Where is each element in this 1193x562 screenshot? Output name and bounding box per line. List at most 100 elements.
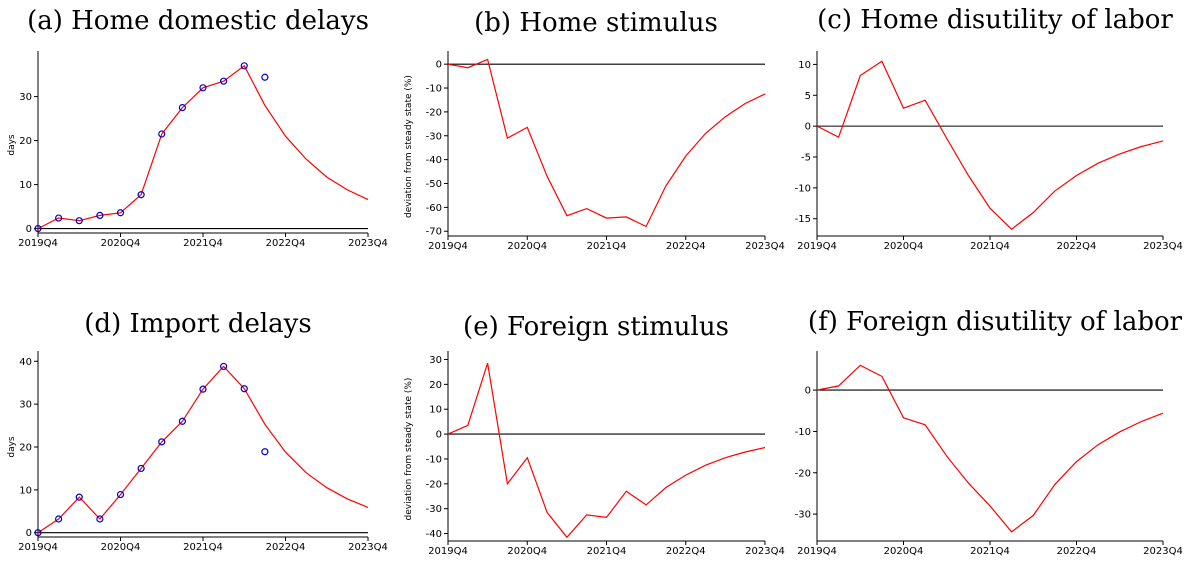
x-tick-label: 2022Q4: [666, 241, 706, 252]
data-point: [199, 84, 207, 92]
x-tick-label: 2022Q4: [1057, 241, 1097, 252]
y-axis-label: days: [7, 436, 17, 458]
y-tick-label: 10: [19, 485, 32, 496]
data-point: [240, 385, 248, 393]
panel-title: (f) Foreign disutility of labor: [808, 307, 1183, 337]
x-tick-label: 2019Q4: [18, 542, 58, 553]
panel-title: (e) Foreign stimulus: [463, 312, 729, 342]
data-point: [34, 529, 42, 537]
model-line: [447, 58, 766, 228]
x-tick-label: 2019Q4: [428, 241, 468, 252]
data-point: [55, 515, 63, 523]
model-line: [37, 64, 369, 230]
y-tick-label: 10: [798, 60, 811, 71]
x-tick-label: 2023Q4: [1143, 546, 1183, 557]
data-point: [220, 362, 228, 371]
x-tick-label: 2020Q4: [101, 238, 141, 249]
x-tick-label: 2019Q4: [18, 238, 58, 249]
data-point: [75, 217, 83, 225]
y-tick-label: -30: [426, 504, 442, 515]
data-point: [34, 225, 42, 233]
y-tick-label: -30: [795, 510, 811, 521]
data-point: [116, 209, 125, 217]
x-tick-label: 2019Q4: [797, 546, 837, 557]
y-tick-label: 30: [19, 92, 32, 103]
y-tick-label: 20: [429, 380, 442, 391]
panel-c: (c) Home disutility of labor 10 5 0 -5 -10 -15…: [795, 5, 1183, 252]
y-axis-label: days: [7, 134, 17, 156]
x-tick-label: 2022Q4: [266, 238, 306, 249]
data-point: [199, 385, 207, 393]
panel-title: (a) Home domestic delays: [27, 6, 369, 36]
y-tick-label: 0: [26, 528, 32, 539]
y-tick-label: -5: [801, 152, 811, 163]
x-tick-label: 2019Q4: [428, 546, 468, 557]
panel-e: (e) Foreign stimulus 30 20 10 0 -10 -20 -30 -40 2…: [404, 312, 785, 557]
y-tick-label: -30: [426, 131, 442, 142]
y-tick-label: -40: [426, 529, 442, 540]
data-point: [178, 103, 186, 112]
y-tick-label: -20: [426, 107, 442, 118]
y-tick-label: -10: [795, 427, 811, 438]
x-tick-label: 2020Q4: [101, 542, 141, 553]
y-tick-label: 20: [19, 136, 32, 147]
y-tick-label: 0: [805, 122, 811, 133]
y-axis-label: deviation from steady state (%): [404, 378, 414, 521]
model-line: [816, 60, 1164, 230]
x-tick-label: 2023Q4: [745, 241, 785, 252]
x-tick-label: 2021Q4: [183, 238, 223, 249]
y-tick-label: -50: [426, 179, 442, 190]
x-tick-label: 2019Q4: [797, 241, 837, 252]
x-tick-label: 2021Q4: [970, 241, 1010, 252]
data-point: [158, 438, 166, 446]
panel-title: (b) Home stimulus: [474, 8, 718, 38]
data-point: [75, 493, 83, 501]
y-tick-label: -15: [795, 214, 811, 225]
data-point: [116, 490, 125, 499]
x-tick-label: 2021Q4: [587, 241, 627, 252]
x-tick-label: 2023Q4: [1143, 241, 1183, 252]
y-tick-label: -20: [795, 468, 811, 479]
panel-title: (d) Import delays: [84, 309, 311, 339]
x-tick-label: 2021Q4: [970, 546, 1010, 557]
data-point: [96, 515, 104, 523]
y-tick-label: 10: [429, 405, 442, 416]
model-line: [816, 364, 1164, 533]
x-tick-label: 2020Q4: [507, 546, 547, 557]
x-tick-label: 2022Q4: [1057, 546, 1097, 557]
y-tick-label: -10: [426, 84, 442, 95]
panel-a: (a) Home domestic delays 0 10 20 30 2019Q4 202…: [7, 6, 388, 249]
data-point: [261, 448, 269, 456]
y-tick-label: 30: [19, 400, 32, 411]
data-point: [240, 62, 248, 70]
y-tick-label: 0: [436, 430, 442, 441]
y-tick-label: 0: [436, 60, 442, 71]
x-tick-label: 2020Q4: [884, 546, 924, 557]
data-point: [137, 191, 145, 199]
data-point: [220, 77, 228, 85]
model-line: [447, 363, 766, 539]
data-point: [96, 211, 104, 219]
y-tick-label: -40: [426, 155, 442, 166]
data-point: [158, 130, 166, 138]
x-tick-label: 2023Q4: [745, 546, 785, 557]
x-tick-label: 2023Q4: [348, 238, 388, 249]
y-tick-label: -70: [426, 227, 442, 238]
data-point: [261, 73, 269, 81]
y-tick-label: -10: [795, 183, 811, 194]
y-tick-label: 40: [19, 357, 32, 368]
data-point: [55, 214, 63, 222]
y-tick-label: -20: [426, 479, 442, 490]
y-tick-label: 10: [19, 180, 32, 191]
y-axis-label: deviation from steady state (%): [404, 75, 414, 218]
panel-title: (c) Home disutility of labor: [817, 5, 1173, 35]
y-tick-label: 0: [805, 386, 811, 397]
x-tick-label: 2022Q4: [666, 546, 706, 557]
y-tick-label: -10: [426, 454, 442, 465]
x-tick-label: 2021Q4: [183, 542, 223, 553]
x-tick-label: 2022Q4: [266, 542, 306, 553]
data-point: [137, 464, 145, 473]
x-tick-label: 2020Q4: [884, 241, 924, 252]
model-line: [37, 365, 369, 534]
